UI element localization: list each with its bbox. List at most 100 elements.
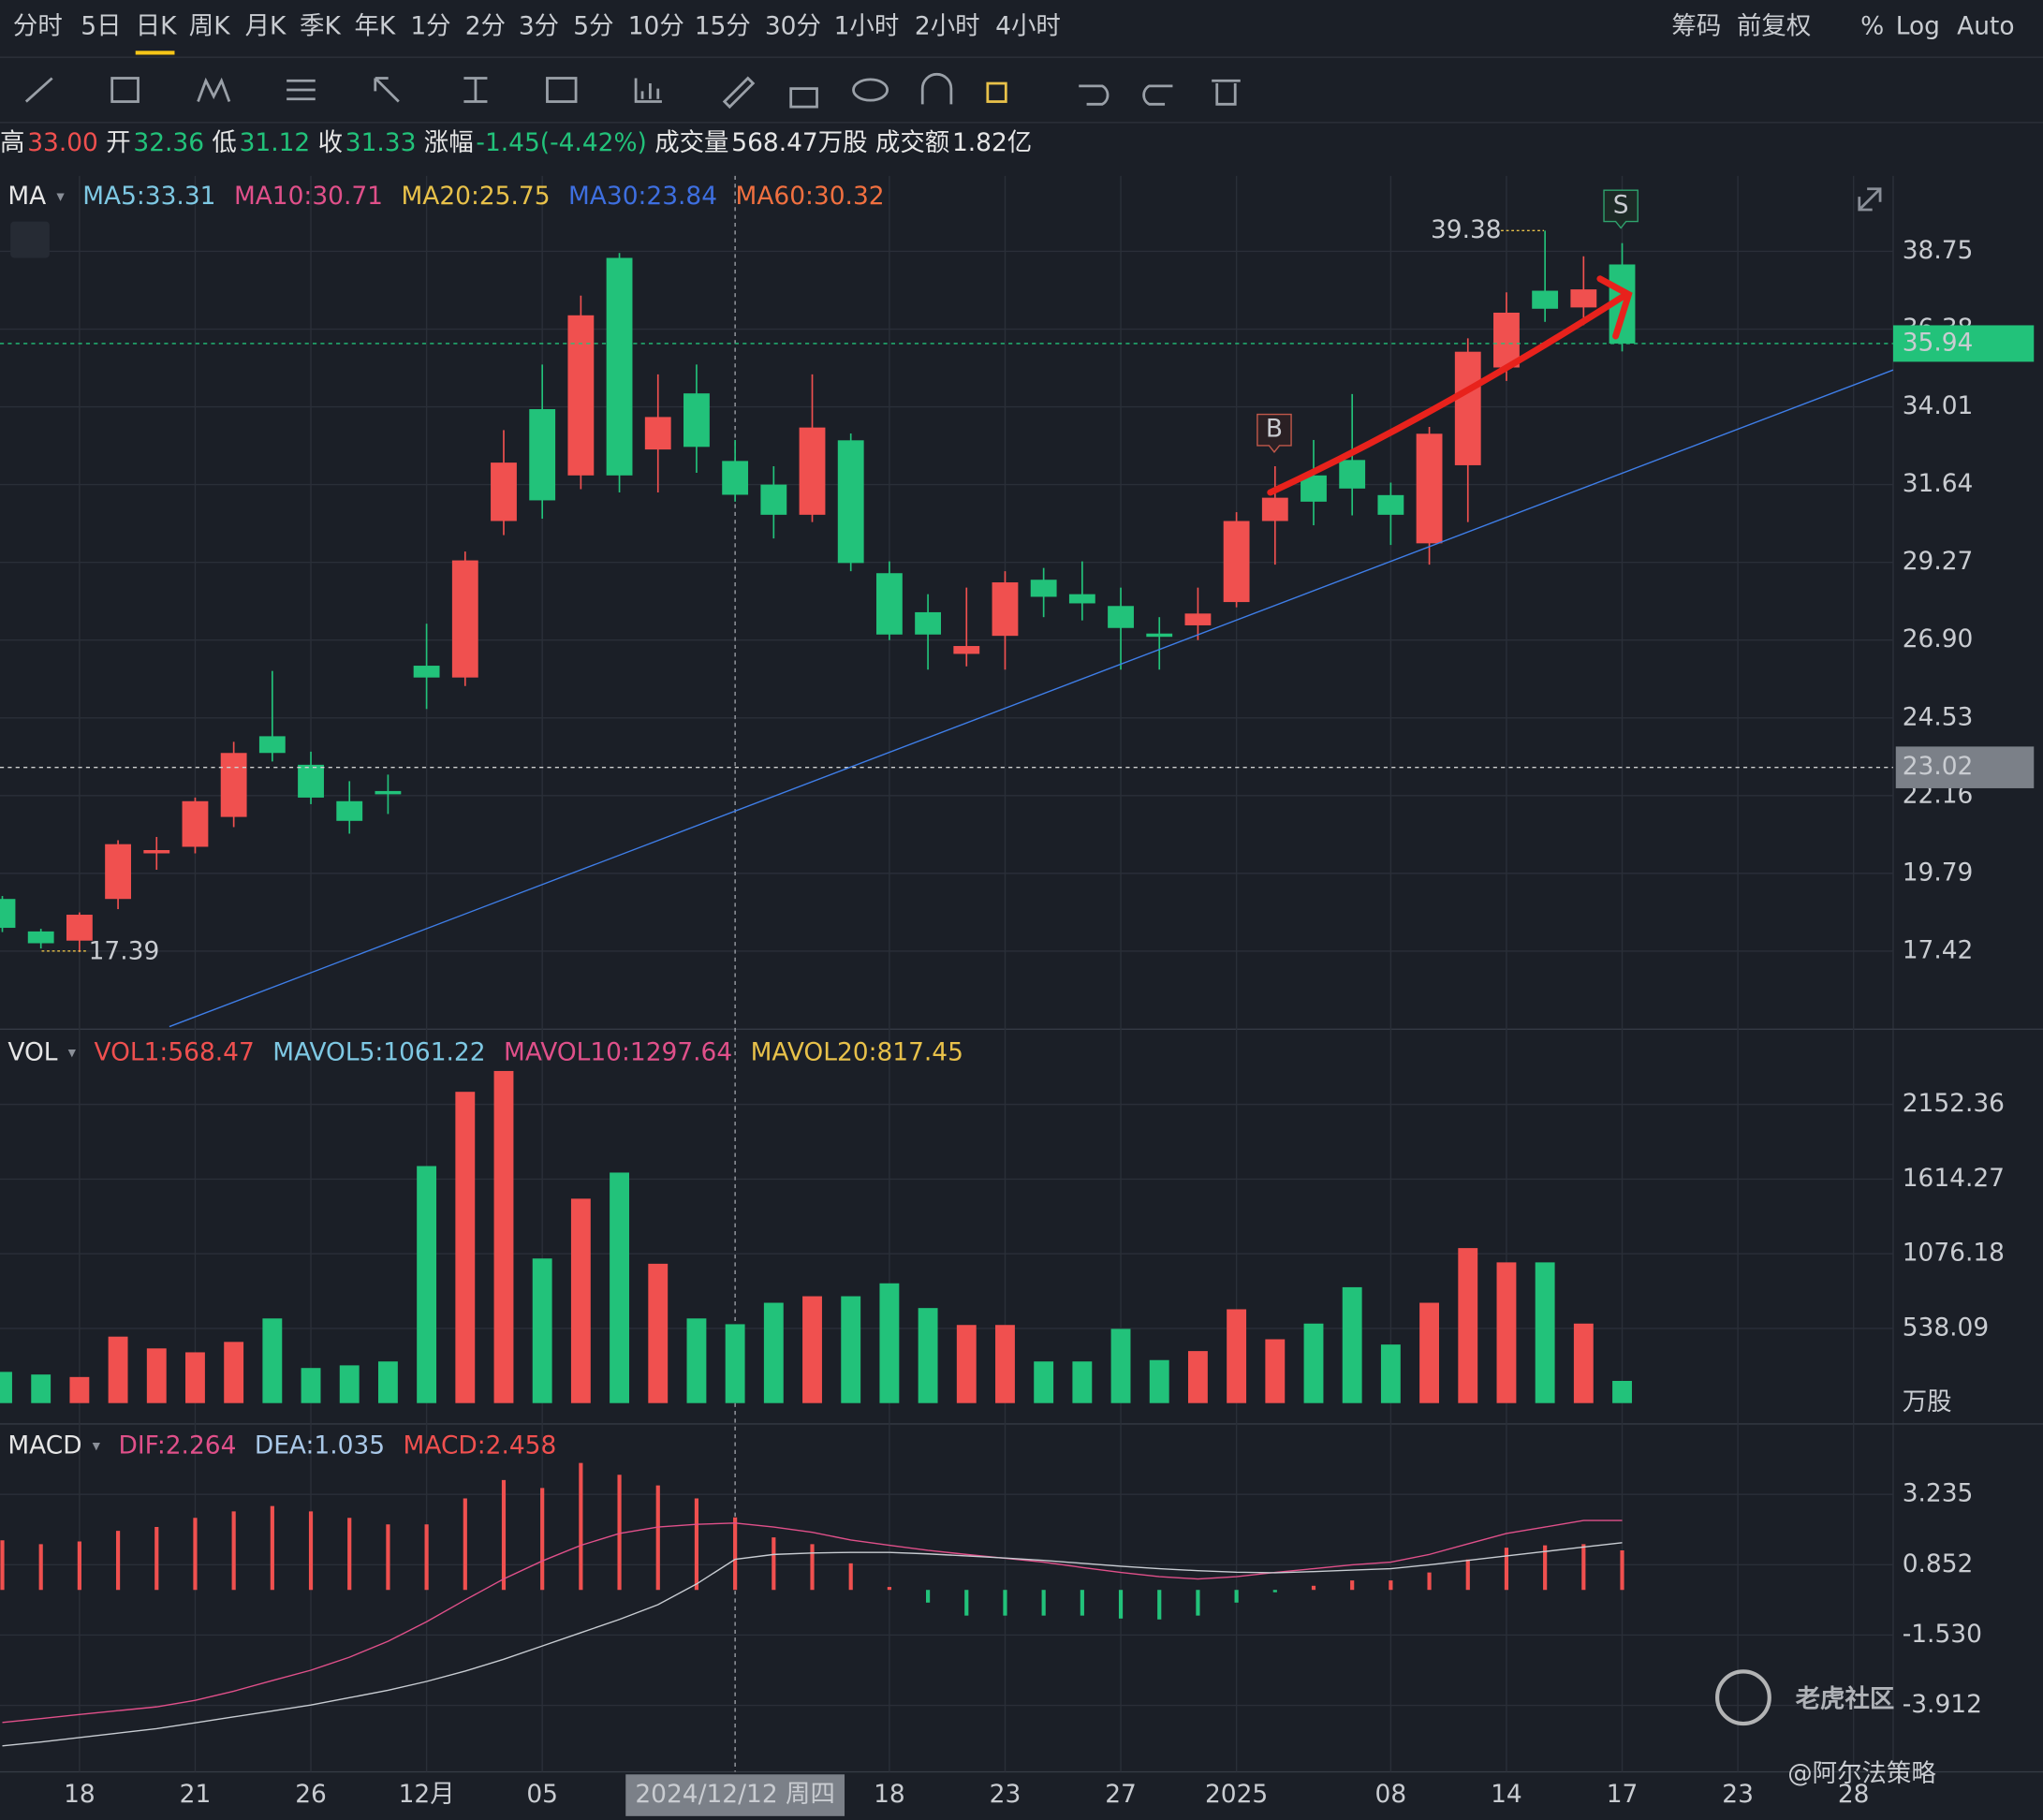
- tab[interactable]: 5日: [81, 12, 121, 41]
- legend-title: MACD: [7, 1431, 81, 1460]
- y-tick-label: 1614.27: [1903, 1164, 2005, 1193]
- candle-body: [760, 484, 787, 515]
- candle-body: [683, 393, 710, 448]
- volume-bar: [339, 1365, 360, 1403]
- tab[interactable]: 30分: [765, 12, 821, 41]
- candle-body: [992, 582, 1019, 637]
- tool-group[interactable]: [986, 81, 1007, 103]
- legend-item: MAVOL20:817.45: [751, 1037, 963, 1066]
- volume-bar: [532, 1258, 552, 1403]
- watermark-author: @阿尔法策略: [1787, 1759, 1936, 1788]
- tool-text[interactable]: [546, 77, 578, 103]
- legend-caret: ▾: [68, 1043, 77, 1061]
- volume-bar: [1612, 1380, 1632, 1403]
- legend-caret: ▾: [93, 1436, 101, 1454]
- tab[interactable]: 1分: [410, 12, 450, 41]
- tab[interactable]: 4小时: [995, 12, 1061, 41]
- candle-body: [220, 753, 247, 817]
- sell-marker: [1603, 189, 1639, 229]
- toolbar-option[interactable]: Log: [1896, 12, 1940, 41]
- y-tick-label: 24.53: [1903, 702, 1974, 731]
- tool-rect[interactable]: [110, 77, 140, 103]
- tab[interactable]: 季K: [300, 12, 341, 41]
- low-label: 17.39: [89, 937, 160, 966]
- tab[interactable]: 分时: [13, 12, 63, 41]
- tool-redo[interactable]: [1142, 84, 1173, 106]
- candle-body: [336, 800, 363, 821]
- tool-magnet[interactable]: [920, 73, 953, 105]
- tool-eye[interactable]: [852, 78, 889, 102]
- tab[interactable]: 3分: [519, 12, 559, 41]
- candle-body: [413, 666, 440, 678]
- tab[interactable]: 2小时: [915, 12, 980, 41]
- tab[interactable]: 1小时: [834, 12, 900, 41]
- candle-body: [1223, 521, 1250, 603]
- expand-icon[interactable]: [1858, 187, 1882, 212]
- tool-line[interactable]: [24, 77, 53, 103]
- legend: MA ▾ MA5:33.31 MA10:30.71 MA20:25.75 MA30:23.…: [7, 182, 884, 211]
- volume-bar: [455, 1092, 476, 1403]
- volume-bar: [995, 1325, 1015, 1403]
- y-tick-label: 538.09: [1903, 1313, 1989, 1342]
- x-tick-label: 28: [1838, 1780, 1870, 1809]
- candle-body: [1493, 312, 1520, 368]
- drawings: [10, 187, 1894, 1726]
- tool-fib[interactable]: [287, 79, 316, 101]
- y-tick-label: 29.27: [1903, 547, 1974, 576]
- volume-bar: [841, 1296, 861, 1403]
- y-tick-label: 34.01: [1903, 391, 1974, 420]
- legend-item: MA5:33.31: [82, 182, 215, 211]
- tab[interactable]: 日K: [136, 12, 177, 41]
- tool-indicator[interactable]: [634, 78, 662, 103]
- tool-wave[interactable]: [197, 77, 231, 103]
- header: 分时 5日 日K 周K 月K 季K 年K 1分 2分 3分 5分 10分 15分 30分 1小时 2小时 4小时…: [0, 12, 2035, 1816]
- legend-item: VOL1:568.47: [94, 1037, 254, 1066]
- legend-item: MACD:2.458: [404, 1431, 557, 1460]
- x-tick-label: 26: [295, 1780, 327, 1809]
- logo: [1715, 1669, 1771, 1726]
- tab[interactable]: 5分: [573, 12, 613, 41]
- tool-arrow[interactable]: [374, 77, 400, 103]
- volume-bar: [0, 1372, 12, 1403]
- volume-bar: [1380, 1344, 1401, 1403]
- y-tick-label: 31.64: [1903, 469, 1974, 498]
- volume-bar: [1419, 1302, 1440, 1403]
- tool-undo[interactable]: [1079, 84, 1110, 106]
- volume-bar: [1342, 1286, 1362, 1403]
- collapse-button[interactable]: [10, 221, 50, 258]
- tab[interactable]: 2分: [465, 12, 506, 41]
- tool-lock[interactable]: [789, 87, 818, 109]
- tab-underline: [135, 51, 175, 55]
- toolbar-option[interactable]: %: [1860, 12, 1884, 41]
- toolbar-option[interactable]: Auto: [1957, 12, 2014, 41]
- volume-bar: [1458, 1248, 1478, 1403]
- y-tick-label: 17.42: [1903, 935, 1974, 964]
- tool-delete[interactable]: [1212, 79, 1241, 106]
- tab[interactable]: 周K: [189, 12, 230, 41]
- quote-label: 高: [0, 128, 24, 157]
- tab[interactable]: 年K: [355, 12, 396, 41]
- volume-bar: [918, 1308, 938, 1403]
- quote-value: 31.12: [240, 128, 311, 157]
- tool-measure[interactable]: [463, 77, 488, 103]
- candle-body: [1261, 497, 1288, 521]
- quote-value: 31.33: [345, 128, 417, 157]
- volume-bar: [1110, 1328, 1131, 1403]
- tab[interactable]: 月K: [245, 12, 287, 41]
- watermark-brand: 老虎社区: [1796, 1684, 1895, 1713]
- toolbar-option[interactable]: 筹码: [1671, 12, 1721, 41]
- y-tick-label: 19.79: [1903, 858, 1974, 887]
- crosshair-price-label: 23.02: [1903, 752, 1974, 781]
- volume-bar: [146, 1348, 167, 1403]
- legend-caret: ▾: [56, 187, 65, 205]
- tool-pen[interactable]: [722, 76, 756, 110]
- tab[interactable]: 10分: [628, 12, 684, 41]
- volume-bar: [1573, 1323, 1594, 1403]
- candle-body: [1454, 351, 1481, 465]
- tab[interactable]: 15分: [695, 12, 751, 41]
- candle-body: [1532, 290, 1559, 309]
- x-tick-label: 17: [1607, 1780, 1639, 1809]
- toolbar-option[interactable]: 前复权: [1737, 12, 1811, 41]
